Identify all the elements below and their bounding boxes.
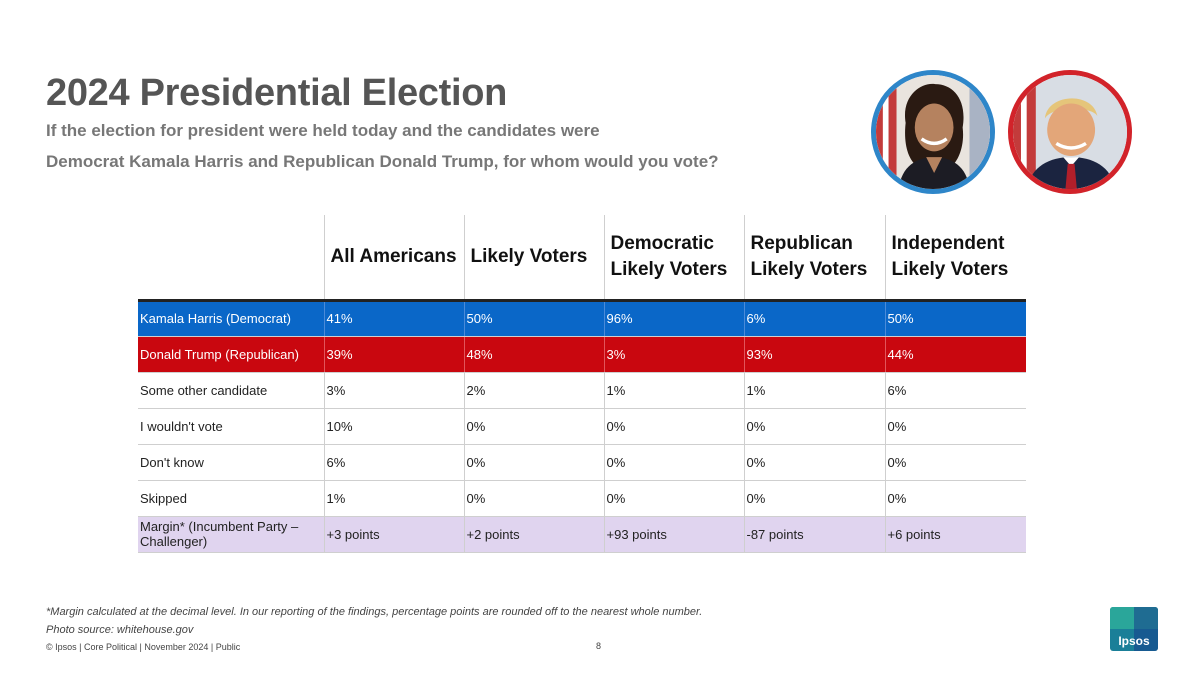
column-header-all-americans: All Americans xyxy=(323,215,464,302)
subtitle-line-1: If the election for president were held … xyxy=(46,121,600,140)
row-label: Don't know xyxy=(138,444,324,481)
table-cell: 0% xyxy=(463,480,604,517)
row-label: Margin* (Incumbent Party – Challenger) xyxy=(138,516,324,553)
table-cell: 2% xyxy=(463,372,604,409)
table-cell: 44% xyxy=(884,336,1026,373)
column-header-independent-likely-voters: Independent Likely Voters xyxy=(884,215,1026,302)
table-cell: 0% xyxy=(743,444,885,481)
table-row-wouldnt-vote: I wouldn't vote 10% 0% 0% 0% 0% xyxy=(138,408,1026,445)
table-row-skipped: Skipped 1% 0% 0% 0% 0% xyxy=(138,480,1026,517)
copyright-line: © Ipsos | Core Political | November 2024… xyxy=(46,642,241,652)
trump-portrait xyxy=(1008,70,1132,194)
header-blank-cell xyxy=(138,215,324,302)
table-cell: 6% xyxy=(743,300,885,337)
row-label: I wouldn't vote xyxy=(138,408,324,445)
table-cell: 93% xyxy=(743,336,885,373)
table-cell: 0% xyxy=(743,408,885,445)
ipsos-logo: Ipsos xyxy=(1110,607,1158,651)
table-cell: 3% xyxy=(603,336,744,373)
table-cell: 0% xyxy=(884,480,1026,517)
table-cell: 50% xyxy=(884,300,1026,337)
page-number: 8 xyxy=(596,641,602,651)
table-cell: 39% xyxy=(323,336,464,373)
table-cell: 0% xyxy=(603,444,744,481)
page-title: 2024 Presidential Election xyxy=(46,72,508,114)
table-row-harris: Kamala Harris (Democrat) 41% 50% 96% 6% … xyxy=(138,300,1026,337)
row-label: Some other candidate xyxy=(138,372,324,409)
ipsos-logo-text: Ipsos xyxy=(1118,634,1150,648)
table-row-other-candidate: Some other candidate 3% 2% 1% 1% 6% xyxy=(138,372,1026,409)
table-row-margin: Margin* (Incumbent Party – Challenger) +… xyxy=(138,516,1026,553)
table-cell: 96% xyxy=(603,300,744,337)
table-cell: 0% xyxy=(884,444,1026,481)
table-cell: -87 points xyxy=(743,516,885,553)
column-header-democratic-likely-voters: Democratic Likely Voters xyxy=(603,215,744,302)
table-cell: 48% xyxy=(463,336,604,373)
table-cell: 1% xyxy=(603,372,744,409)
table-cell: 10% xyxy=(323,408,464,445)
row-label: Donald Trump (Republican) xyxy=(138,336,324,373)
row-label: Skipped xyxy=(138,480,324,517)
column-header-republican-likely-voters: Republican Likely Voters xyxy=(743,215,885,302)
table-cell: +93 points xyxy=(603,516,744,553)
photo-source: Photo source: whitehouse.gov xyxy=(46,624,194,636)
table-cell: 1% xyxy=(323,480,464,517)
table-cell: 0% xyxy=(463,444,604,481)
table-cell: 0% xyxy=(884,408,1026,445)
table-cell: 6% xyxy=(323,444,464,481)
table-cell: 0% xyxy=(463,408,604,445)
subtitle-line-2: Democrat Kamala Harris and Republican Do… xyxy=(46,152,719,171)
table-cell: 6% xyxy=(884,372,1026,409)
poll-results-table: All Americans Likely Voters Democratic Li… xyxy=(138,215,1026,553)
column-header-likely-voters: Likely Voters xyxy=(463,215,604,302)
table-cell: 0% xyxy=(743,480,885,517)
table-cell: +3 points xyxy=(323,516,464,553)
harris-portrait xyxy=(871,70,995,194)
table-row-trump: Donald Trump (Republican) 39% 48% 3% 93%… xyxy=(138,336,1026,373)
margin-footnote: *Margin calculated at the decimal level.… xyxy=(46,606,703,618)
table-cell: 0% xyxy=(603,480,744,517)
table-row-dont-know: Don't know 6% 0% 0% 0% 0% xyxy=(138,444,1026,481)
table-cell: +6 points xyxy=(884,516,1026,553)
table-cell: 0% xyxy=(603,408,744,445)
table-cell: 50% xyxy=(463,300,604,337)
table-cell: 1% xyxy=(743,372,885,409)
table-cell: +2 points xyxy=(463,516,604,553)
table-cell: 41% xyxy=(323,300,464,337)
table-header-row: All Americans Likely Voters Democratic Li… xyxy=(138,215,1026,302)
table-cell: 3% xyxy=(323,372,464,409)
row-label: Kamala Harris (Democrat) xyxy=(138,300,324,337)
